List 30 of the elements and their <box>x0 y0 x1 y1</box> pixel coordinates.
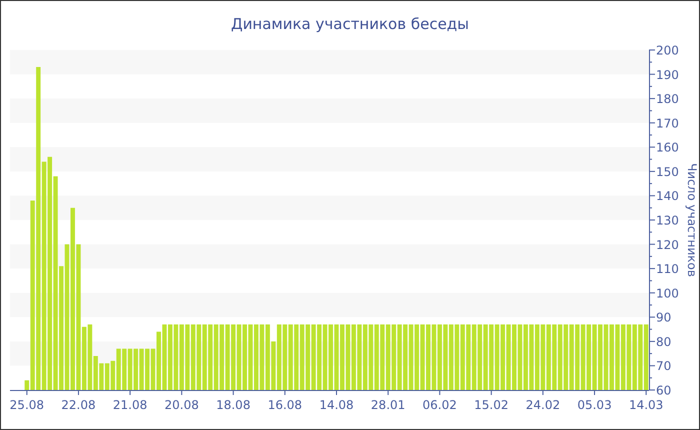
y2-tick-label: 80 <box>656 334 672 349</box>
y2-tick-label: 140 <box>656 189 679 204</box>
y2-tick-label: 150 <box>656 164 679 179</box>
y2-tick-label: 100 <box>656 286 679 300</box>
x-tick-label: 22.08 <box>61 398 96 412</box>
y2-tick-label: 170 <box>656 116 679 130</box>
y2-tick-label: 110 <box>656 262 679 276</box>
x-tick-label: 24.02 <box>526 398 560 412</box>
x-tick-label: 25.08 <box>10 398 44 412</box>
x-tick-label: 14.03 <box>628 398 664 412</box>
y2-tick-label: 160 <box>656 140 679 155</box>
x-tick-label: 06.02 <box>422 398 457 412</box>
x-tick-label: 21.08 <box>112 398 148 412</box>
x-tick-label: 14.08 <box>319 398 354 412</box>
x-tick-label: 16.08 <box>268 398 302 412</box>
x-tick-label: 05.03 <box>577 398 612 412</box>
y2-axis-title: Число участников <box>685 163 699 277</box>
y2-tick-label: 200 <box>656 44 679 58</box>
y2-tick-label: 120 <box>656 238 679 252</box>
x-tick-label: 20.08 <box>164 398 199 412</box>
x-tick-label: 15.02 <box>474 398 508 412</box>
chart-title: Динамика участников беседы <box>230 15 470 33</box>
x-tick-label: 18.08 <box>216 398 250 412</box>
y2-tick-label: 190 <box>656 68 679 82</box>
x-tick-label: 28.01 <box>370 398 406 412</box>
y2-tick-label: 60 <box>656 384 672 398</box>
y2-tick-label: 180 <box>656 92 679 106</box>
y2-tick-label: 70 <box>656 359 672 374</box>
y2-tick-label: 130 <box>656 214 679 228</box>
y2-tick-label: 90 <box>656 310 672 325</box>
